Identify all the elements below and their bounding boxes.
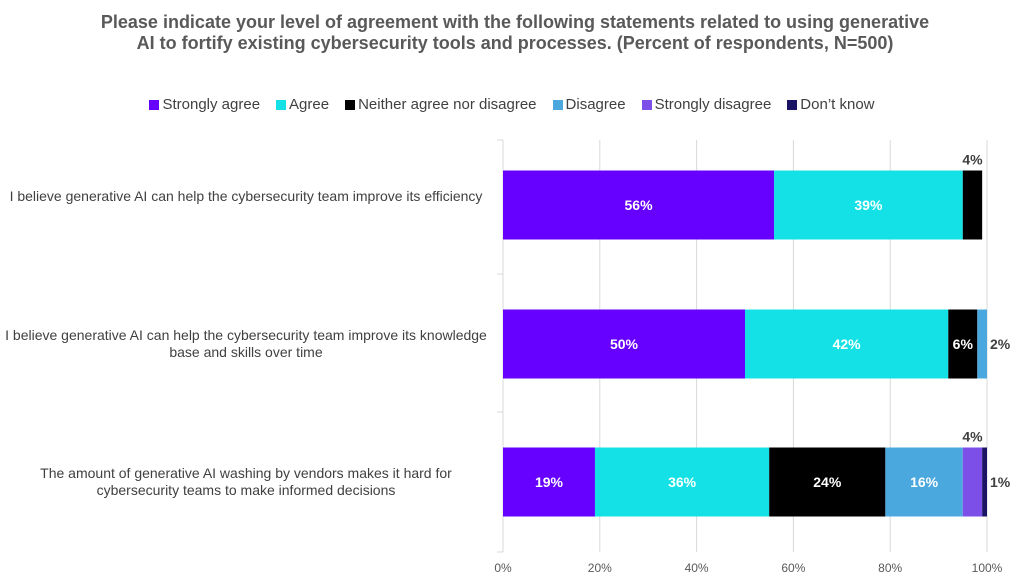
bar-segment	[745, 309, 949, 379]
legend-label: Disagree	[565, 96, 626, 113]
category-label: I believe generative AI can help the cyb…	[5, 327, 487, 360]
legend-swatch	[276, 99, 287, 110]
legend-item: Agree	[276, 96, 329, 113]
legend-item: Neither agree nor disagree	[345, 96, 537, 113]
x-tick-label: 20%	[588, 561, 612, 575]
legend-label: Neither agree nor disagree	[358, 96, 537, 113]
chart-title: Please indicate your level of agreement …	[100, 12, 930, 53]
bar-segment	[769, 447, 886, 517]
legend-label: Don’t know	[800, 96, 875, 113]
data-label: 16%	[910, 474, 939, 490]
legend-swatch	[149, 99, 160, 110]
x-tick-label: 40%	[685, 561, 709, 575]
data-label: 6%	[953, 336, 974, 352]
legend-label: Agree	[289, 96, 330, 113]
legend: Strongly agree Agree Neither agree nor dis…	[0, 96, 1024, 113]
bar-segment	[503, 447, 595, 517]
bar-segment	[962, 170, 983, 240]
data-label: 4%	[962, 429, 983, 445]
legend-item: Disagree	[552, 96, 626, 113]
data-label: 56%	[625, 197, 654, 213]
bar-segment	[962, 447, 983, 517]
category-label: The amount of generative AI washing by v…	[40, 465, 452, 498]
x-tick-label: 80%	[878, 561, 902, 575]
bar-segment	[982, 447, 987, 517]
bar-segment	[977, 309, 987, 379]
data-label: 42%	[833, 336, 862, 352]
legend-label: Strongly agree	[162, 96, 261, 113]
data-label: 36%	[668, 474, 697, 490]
bar-segment	[948, 309, 978, 379]
bar-segment	[885, 447, 963, 517]
data-label: 24%	[813, 474, 842, 490]
bar-segment	[774, 170, 963, 240]
legend-label: Strongly disagree	[654, 96, 772, 113]
bar-segment	[503, 309, 745, 379]
legend-swatch	[641, 99, 652, 110]
data-label: 4%	[962, 152, 983, 168]
legend-item: Don’t know	[787, 96, 875, 113]
legend-item: Strongly disagree	[641, 96, 772, 113]
legend-swatch	[552, 99, 563, 110]
data-label: 2%	[990, 336, 1011, 352]
x-tick-label: 0%	[494, 561, 512, 575]
legend-swatch	[787, 99, 798, 110]
legend-item: Strongly agree	[149, 96, 260, 113]
data-label: 1%	[990, 474, 1011, 490]
bar-segment	[594, 447, 770, 517]
category-label: I believe generative AI can help the cyb…	[9, 188, 483, 204]
x-tick-label: 60%	[781, 561, 805, 575]
legend-swatch	[345, 99, 356, 110]
bar-segment	[503, 170, 775, 240]
data-label: 50%	[610, 336, 639, 352]
data-label: 39%	[854, 197, 883, 213]
data-label: 19%	[535, 474, 564, 490]
x-tick-label: 100%	[972, 561, 1003, 575]
